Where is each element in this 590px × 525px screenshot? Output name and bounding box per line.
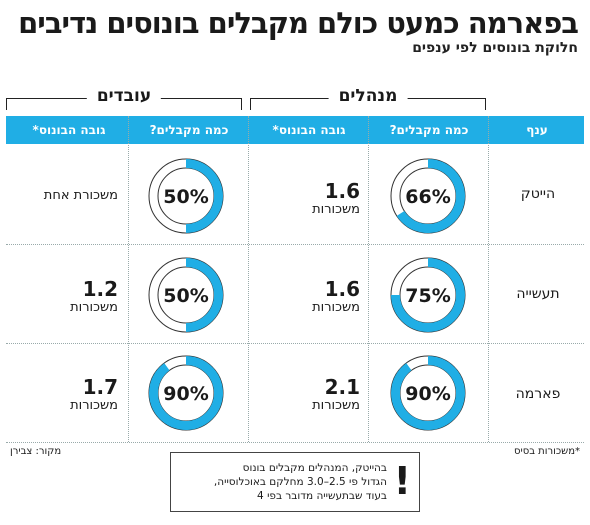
row-divider [6,442,584,443]
managers-share-label: 75% [405,285,450,307]
chart-subtitle: חלוקת בונוסים לפי ענפים [412,40,578,56]
callout-text: בהייטק, המנהלים מקבלים בונוס הגדול פי 2.… [187,461,387,503]
footnote: *משכורות בסיס [513,446,580,457]
chart-title: בפארמה כמעט כולם מקבלים בונוסים נדיבים [18,6,579,40]
column-divider [128,116,129,442]
employees-share-label: 50% [163,285,208,307]
column-divider [368,116,369,442]
callout-line: הגדול פי 2.5–3.0 מחלקם באוכלוסייה, [213,476,387,488]
employees-amount-unit: משכורות [70,398,118,413]
managers-amount: 1.6 משכורות [250,180,360,218]
managers-share-label: 66% [405,186,450,208]
managers-share-label: 90% [405,383,450,405]
column-divider [488,116,489,442]
header-managers-share: כמה מקבלים? [389,123,469,137]
employees-share-label: 50% [163,186,208,208]
managers-amount-value: 2.1 [324,375,360,399]
sector-label: פארמה [515,386,561,402]
group-label-employees: עובדים [6,86,242,112]
employees-amount: 1.7 משכורות [8,376,118,414]
row-divider [6,244,584,245]
header-managers-amount: גובה הבונוס* [272,123,346,137]
employees-amount-text: משכורת אחת [43,188,118,203]
group-text-managers: מנהלים [328,86,408,106]
callout-line: בעוד שבתעשייה מדובר בפי 4 [257,490,387,502]
sector-label: הייטק [520,186,556,202]
callout-line: בהייטק, המנהלים מקבלים בונוס [242,462,387,474]
managers-amount-unit: משכורות [312,300,360,315]
employees-amount-value: 1.7 [82,375,118,399]
managers-share-donut: 66% [390,158,466,234]
table-header: גובה הבונוס* כמה מקבלים? גובה הבונוס* כמ… [6,116,584,144]
source-credit: מקור: צבירן [10,446,62,457]
employees-share-donut: 90% [148,355,224,431]
header-sector: ענף [526,123,548,137]
managers-amount-unit: משכורות [312,202,360,217]
managers-amount-unit: משכורות [312,398,360,413]
managers-amount: 1.6 משכורות [250,278,360,316]
managers-amount: 2.1 משכורות [250,376,360,414]
group-text-employees: עובדים [86,86,162,106]
employees-amount: 1.2 משכורות [8,278,118,316]
employees-share-label: 90% [163,383,208,405]
header-employees-amount: גובה הבונוס* [32,123,106,137]
employees-amount-unit: משכורות [70,300,118,315]
employees-share-donut: 50% [148,257,224,333]
sector-label: תעשייה [516,286,560,302]
callout-box: ! בהייטק, המנהלים מקבלים בונוס הגדול פי … [170,452,420,512]
managers-amount-value: 1.6 [324,277,360,301]
row-divider [6,343,584,344]
exclamation-icon: ! [393,459,411,503]
employees-share-donut: 50% [148,158,224,234]
header-employees-share: כמה מקבלים? [149,123,229,137]
managers-share-donut: 90% [390,355,466,431]
group-label-managers: מנהלים [250,86,486,112]
managers-amount-value: 1.6 [324,179,360,203]
donut-arc [186,258,223,332]
donut-arc [186,159,223,233]
managers-share-donut: 75% [390,257,466,333]
employees-amount-value: 1.2 [82,277,118,301]
column-divider [248,116,249,442]
